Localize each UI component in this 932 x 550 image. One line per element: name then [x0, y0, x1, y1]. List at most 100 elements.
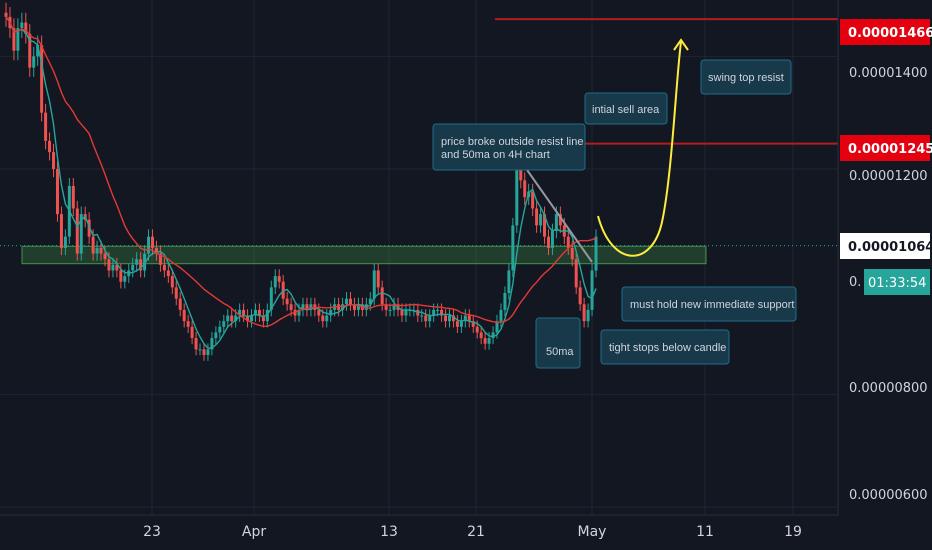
candle-body: [348, 298, 352, 305]
candle-body: [95, 247, 99, 254]
moving-average-layer: [5, 16, 597, 349]
candle-body: [380, 287, 384, 305]
candle-body: [246, 315, 250, 322]
candle-body: [52, 152, 56, 170]
candle-body: [455, 321, 459, 327]
candle-body: [479, 332, 483, 339]
price-tick-label: 0.00000600: [849, 488, 928, 503]
candle-body: [444, 315, 448, 322]
candle-body: [16, 28, 20, 51]
candle-body: [451, 315, 455, 322]
candle-body: [198, 349, 202, 351]
candle-body: [317, 309, 321, 316]
candle-body: [139, 259, 143, 271]
candle-body: [79, 214, 83, 254]
candle-body: [123, 276, 127, 282]
candle-body: [75, 208, 79, 254]
candle-body: [499, 309, 503, 322]
candle-body: [495, 321, 499, 333]
candle-body: [558, 214, 562, 226]
annotation-price-broke[interactable]: price broke outside resist line and 50ma…: [432, 123, 586, 171]
candle-body: [218, 326, 222, 333]
annotation-tight-stops[interactable]: tight stops below candle: [600, 329, 730, 365]
candle-body: [428, 315, 432, 322]
candle-body: [99, 247, 103, 254]
candle-body: [325, 315, 329, 322]
candle-body: [238, 309, 242, 316]
candle-body: [507, 270, 511, 293]
price-tick-label-partial: 0.: [849, 275, 861, 290]
price-marker-label: 0.00001064: [848, 240, 932, 255]
candle-body: [594, 236, 598, 271]
candle-body: [475, 326, 479, 333]
candle-body: [487, 338, 491, 344]
candle-body: [202, 349, 206, 355]
candle-body: [511, 225, 515, 271]
price-marker-label: 0.00001466: [848, 26, 932, 41]
candle-body: [368, 298, 372, 305]
candle-body: [174, 287, 178, 299]
candle-body: [12, 28, 16, 51]
time-tick-label: Apr: [242, 524, 266, 540]
annotation-text: intial sell area: [592, 104, 660, 116]
candle-body: [404, 309, 408, 316]
candle-body: [574, 259, 578, 288]
candle-body: [158, 253, 162, 265]
candle-body: [186, 321, 190, 327]
annotation-must-hold[interactable]: must hold new immediate support: [621, 286, 797, 322]
candle-body: [305, 304, 309, 310]
time-tick-label: 11: [696, 524, 714, 540]
candle-body: [194, 338, 198, 350]
annotation-50ma[interactable]: 50ma: [535, 317, 581, 369]
time-axis[interactable]: 23 Apr 13 21 May 11 19: [0, 514, 838, 540]
price-tick-label: 0.00001400: [849, 66, 928, 81]
candle-body: [297, 309, 301, 316]
arrow-head-icon: [673, 38, 689, 51]
candle-body: [309, 304, 313, 310]
candle-body: [356, 304, 360, 310]
price-marker-current: 0.00001064: [840, 233, 932, 259]
candle-body: [242, 309, 246, 316]
candle-body: [87, 219, 91, 237]
candle-body: [253, 309, 257, 316]
candle-body: [40, 45, 44, 113]
candle-body: [491, 332, 495, 339]
candle-body: [424, 315, 428, 322]
candle-body: [388, 309, 392, 311]
time-tick-label: 19: [784, 524, 802, 540]
candle-body: [257, 309, 261, 316]
candle-body: [554, 214, 558, 232]
candle-body: [273, 276, 277, 288]
candle-body: [285, 298, 289, 305]
candle-body: [341, 304, 345, 310]
candle-body: [32, 56, 36, 68]
annotation-initial-sell[interactable]: intial sell area: [584, 92, 668, 125]
support-zone-layer: [21, 245, 707, 265]
price-axis[interactable]: 0.00001400 0.00001200 0. 0.00000800 0.00…: [837, 0, 932, 515]
time-tick-label: 23: [143, 524, 161, 540]
candle-body: [147, 236, 151, 254]
candle-body: [582, 304, 586, 322]
candle-body: [570, 247, 574, 260]
candle-body: [166, 270, 170, 277]
candle-body: [151, 236, 155, 248]
moving-average-line: [5, 16, 597, 327]
candle-body: [222, 321, 226, 327]
candle-body: [432, 309, 436, 316]
candle-body: [289, 304, 293, 310]
candle-body: [301, 304, 305, 310]
candle-body: [436, 309, 440, 311]
candle-body: [115, 264, 119, 271]
candle-body: [269, 287, 273, 310]
candle-body: [190, 326, 194, 339]
candle-body: [483, 338, 487, 344]
horizontal-lines-layer: [0, 18, 838, 247]
candle-body: [471, 321, 475, 327]
candle-body: [103, 253, 107, 260]
candle-body: [578, 287, 582, 305]
candle-body: [261, 315, 265, 322]
annotation-swing-top[interactable]: swing top resist: [700, 59, 792, 95]
grid-lines: [0, 0, 838, 515]
candle-body: [546, 236, 550, 248]
